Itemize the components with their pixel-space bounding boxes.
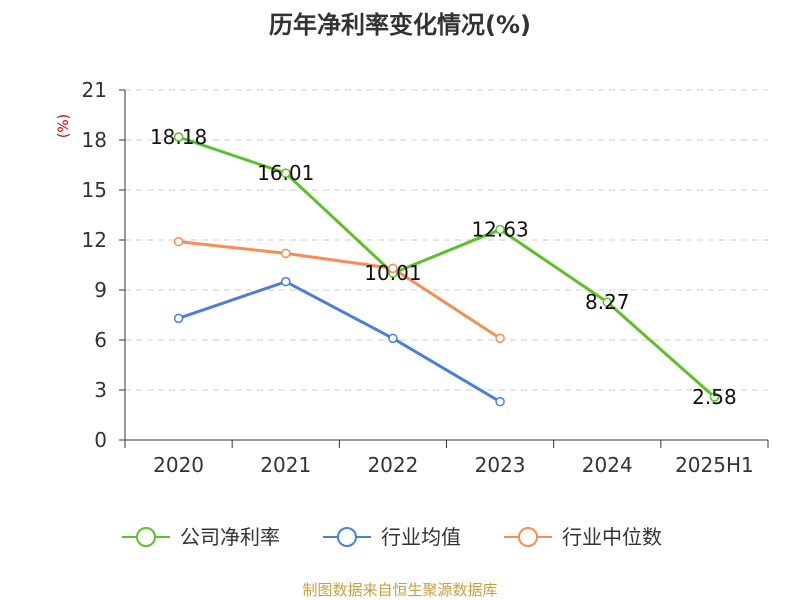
data-point <box>281 276 291 287</box>
series-line <box>178 135 716 399</box>
source-note: 制图数据来自恒生聚源数据库 <box>302 581 497 599</box>
y-tick-label: 18 <box>82 128 107 152</box>
data-point <box>281 248 291 259</box>
data-point <box>495 333 505 344</box>
data-point <box>388 263 398 274</box>
y-tick-label: 0 <box>94 428 107 452</box>
data-point <box>173 313 184 324</box>
x-tick-label: 2020 <box>153 453 204 477</box>
y-tick-label: 6 <box>94 328 107 352</box>
data-point <box>173 132 184 142</box>
y-tick-label: 3 <box>94 378 107 402</box>
data-point <box>709 392 720 402</box>
data-label: 16.01 <box>257 161 314 185</box>
data-point <box>388 333 398 344</box>
data-label: 8.27 <box>585 290 630 314</box>
y-tick-label: 9 <box>94 278 107 302</box>
y-tick-labels: 0 3 6 9 12 15 18 21 <box>82 78 107 452</box>
x-tick-label: 2021 <box>260 453 311 477</box>
legend-item[interactable]: 行业均值 <box>323 525 461 549</box>
legend-item[interactable]: 公司净利率 <box>122 525 280 549</box>
grid-lines <box>125 89 768 391</box>
legend-item[interactable]: 行业中位数 <box>504 525 662 549</box>
legend[interactable]: 公司净利率 行业均值 行业中位数 <box>122 525 662 549</box>
legend-label: 行业均值 <box>381 525 461 549</box>
legend-marker <box>337 527 357 547</box>
x-tick-label: 2022 <box>367 453 418 477</box>
data-point <box>602 297 612 307</box>
data-labels: 18.18 16.01 10.01 12.63 8.27 2.58 <box>150 125 737 409</box>
series-line <box>178 280 501 403</box>
y-tick-label: 15 <box>82 178 107 202</box>
data-label: 2.58 <box>692 385 737 409</box>
x-tick-label: 2023 <box>475 453 526 477</box>
y-tick-label: 12 <box>82 228 107 252</box>
legend-marker <box>518 527 538 547</box>
legend-label: 公司净利率 <box>180 525 280 549</box>
data-label: 12.63 <box>471 218 528 242</box>
data-point <box>495 396 505 407</box>
data-point <box>173 236 184 247</box>
legend-label: 行业中位数 <box>562 525 662 549</box>
data-point <box>495 224 505 235</box>
data-point <box>281 168 291 178</box>
x-tick-label: 2024 <box>582 453 633 477</box>
data-label: 10.01 <box>364 261 421 285</box>
x-tick-labels: 2020 2021 2022 2023 2024 2025H1 <box>153 453 754 477</box>
series-layer <box>173 132 720 407</box>
y-axis-unit: (%) <box>56 114 72 138</box>
x-tick-label: 2025H1 <box>675 453 754 477</box>
chart-title: 历年净利率变化情况(%) <box>269 11 531 39</box>
axes <box>119 89 769 448</box>
legend-marker <box>136 527 156 547</box>
data-label: 18.18 <box>150 125 207 149</box>
series-line <box>178 240 501 340</box>
y-tick-label: 21 <box>82 78 107 102</box>
